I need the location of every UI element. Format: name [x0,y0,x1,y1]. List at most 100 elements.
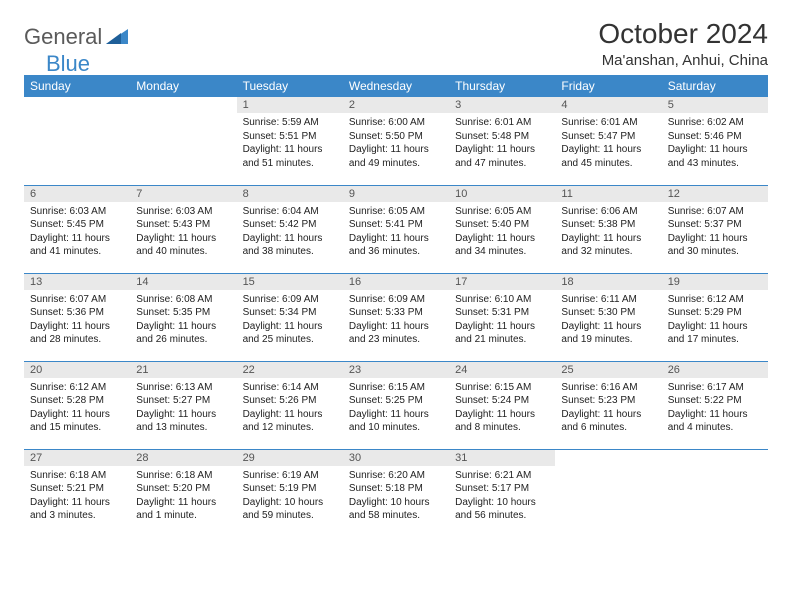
day-line-d2: and 40 minutes. [136,245,230,259]
day-line-ss: Sunset: 5:29 PM [668,306,762,320]
day-line-d2: and 56 minutes. [455,509,549,523]
calendar-day-cell: 14Sunrise: 6:08 AMSunset: 5:35 PMDayligh… [130,273,236,361]
day-detail: Sunrise: 5:59 AMSunset: 5:51 PMDaylight:… [237,113,343,174]
day-line-d2: and 36 minutes. [349,245,443,259]
day-detail: Sunrise: 6:17 AMSunset: 5:22 PMDaylight:… [662,378,768,439]
day-line-d2: and 8 minutes. [455,421,549,435]
calendar-empty-cell [555,449,661,537]
day-line-d1: Daylight: 11 hours [455,232,549,246]
calendar-day-cell: 4Sunrise: 6:01 AMSunset: 5:47 PMDaylight… [555,97,661,185]
day-line-d2: and 4 minutes. [668,421,762,435]
day-line-ss: Sunset: 5:19 PM [243,482,337,496]
calendar-day-cell: 9Sunrise: 6:05 AMSunset: 5:41 PMDaylight… [343,185,449,273]
calendar-week-row: 6Sunrise: 6:03 AMSunset: 5:45 PMDaylight… [24,185,768,273]
day-line-d2: and 51 minutes. [243,157,337,171]
page-header: General October 2024 Ma'anshan, Anhui, C… [24,18,768,69]
day-detail: Sunrise: 6:16 AMSunset: 5:23 PMDaylight:… [555,378,661,439]
day-line-ss: Sunset: 5:26 PM [243,394,337,408]
day-detail: Sunrise: 6:14 AMSunset: 5:26 PMDaylight:… [237,378,343,439]
day-detail: Sunrise: 6:18 AMSunset: 5:21 PMDaylight:… [24,466,130,527]
day-number: 2 [343,97,449,113]
day-number: 8 [237,186,343,202]
day-line-d1: Daylight: 11 hours [243,320,337,334]
day-line-sr: Sunrise: 6:16 AM [561,381,655,395]
weekday-header: Saturday [662,75,768,97]
day-line-ss: Sunset: 5:20 PM [136,482,230,496]
day-line-d2: and 45 minutes. [561,157,655,171]
day-line-sr: Sunrise: 6:21 AM [455,469,549,483]
day-number: 11 [555,186,661,202]
day-number: 17 [449,274,555,290]
day-line-d2: and 21 minutes. [455,333,549,347]
calendar-page: General October 2024 Ma'anshan, Anhui, C… [0,0,792,537]
calendar-day-cell: 12Sunrise: 6:07 AMSunset: 5:37 PMDayligh… [662,185,768,273]
logo-triangle-icon [106,26,128,49]
day-detail: Sunrise: 6:05 AMSunset: 5:40 PMDaylight:… [449,202,555,263]
calendar-day-cell: 28Sunrise: 6:18 AMSunset: 5:20 PMDayligh… [130,449,236,537]
day-detail: Sunrise: 6:04 AMSunset: 5:42 PMDaylight:… [237,202,343,263]
calendar-header-row: SundayMondayTuesdayWednesdayThursdayFrid… [24,75,768,97]
day-detail: Sunrise: 6:03 AMSunset: 5:43 PMDaylight:… [130,202,236,263]
logo-text-general: General [24,24,102,50]
day-line-d1: Daylight: 11 hours [30,232,124,246]
day-line-ss: Sunset: 5:28 PM [30,394,124,408]
day-line-sr: Sunrise: 6:02 AM [668,116,762,130]
calendar-day-cell: 30Sunrise: 6:20 AMSunset: 5:18 PMDayligh… [343,449,449,537]
day-detail: Sunrise: 6:15 AMSunset: 5:25 PMDaylight:… [343,378,449,439]
day-number: 5 [662,97,768,113]
day-detail: Sunrise: 6:07 AMSunset: 5:36 PMDaylight:… [24,290,130,351]
day-line-d1: Daylight: 10 hours [243,496,337,510]
day-number: 15 [237,274,343,290]
day-number: 27 [24,450,130,466]
day-line-sr: Sunrise: 6:15 AM [455,381,549,395]
day-line-sr: Sunrise: 6:05 AM [455,205,549,219]
calendar-day-cell: 27Sunrise: 6:18 AMSunset: 5:21 PMDayligh… [24,449,130,537]
day-line-sr: Sunrise: 6:19 AM [243,469,337,483]
day-number: 1 [237,97,343,113]
day-line-ss: Sunset: 5:51 PM [243,130,337,144]
calendar-day-cell: 18Sunrise: 6:11 AMSunset: 5:30 PMDayligh… [555,273,661,361]
day-number: 10 [449,186,555,202]
day-line-d2: and 43 minutes. [668,157,762,171]
day-detail: Sunrise: 6:12 AMSunset: 5:28 PMDaylight:… [24,378,130,439]
calendar-day-cell: 22Sunrise: 6:14 AMSunset: 5:26 PMDayligh… [237,361,343,449]
month-title: October 2024 [598,18,768,50]
day-line-sr: Sunrise: 6:01 AM [455,116,549,130]
day-line-d1: Daylight: 11 hours [455,320,549,334]
day-line-d1: Daylight: 11 hours [561,408,655,422]
day-line-sr: Sunrise: 6:12 AM [668,293,762,307]
calendar-day-cell: 24Sunrise: 6:15 AMSunset: 5:24 PMDayligh… [449,361,555,449]
day-number: 7 [130,186,236,202]
calendar-table: SundayMondayTuesdayWednesdayThursdayFrid… [24,75,768,537]
calendar-empty-cell [24,97,130,185]
day-line-d1: Daylight: 11 hours [349,408,443,422]
day-line-sr: Sunrise: 6:12 AM [30,381,124,395]
day-line-sr: Sunrise: 6:07 AM [668,205,762,219]
calendar-day-cell: 1Sunrise: 5:59 AMSunset: 5:51 PMDaylight… [237,97,343,185]
calendar-week-row: 1Sunrise: 5:59 AMSunset: 5:51 PMDaylight… [24,97,768,185]
day-detail: Sunrise: 6:08 AMSunset: 5:35 PMDaylight:… [130,290,236,351]
day-line-d2: and 47 minutes. [455,157,549,171]
calendar-day-cell: 3Sunrise: 6:01 AMSunset: 5:48 PMDaylight… [449,97,555,185]
day-line-d2: and 25 minutes. [243,333,337,347]
day-detail: Sunrise: 6:15 AMSunset: 5:24 PMDaylight:… [449,378,555,439]
calendar-week-row: 27Sunrise: 6:18 AMSunset: 5:21 PMDayligh… [24,449,768,537]
weekday-header: Thursday [449,75,555,97]
calendar-day-cell: 21Sunrise: 6:13 AMSunset: 5:27 PMDayligh… [130,361,236,449]
day-line-ss: Sunset: 5:27 PM [136,394,230,408]
day-line-ss: Sunset: 5:47 PM [561,130,655,144]
day-line-d2: and 19 minutes. [561,333,655,347]
day-line-d1: Daylight: 10 hours [455,496,549,510]
day-line-d2: and 32 minutes. [561,245,655,259]
day-detail: Sunrise: 6:05 AMSunset: 5:41 PMDaylight:… [343,202,449,263]
day-detail: Sunrise: 6:03 AMSunset: 5:45 PMDaylight:… [24,202,130,263]
day-line-ss: Sunset: 5:22 PM [668,394,762,408]
calendar-day-cell: 8Sunrise: 6:04 AMSunset: 5:42 PMDaylight… [237,185,343,273]
title-block: October 2024 Ma'anshan, Anhui, China [598,18,768,69]
day-detail: Sunrise: 6:18 AMSunset: 5:20 PMDaylight:… [130,466,236,527]
day-detail: Sunrise: 6:10 AMSunset: 5:31 PMDaylight:… [449,290,555,351]
day-line-ss: Sunset: 5:33 PM [349,306,443,320]
day-line-d1: Daylight: 11 hours [561,320,655,334]
day-line-ss: Sunset: 5:23 PM [561,394,655,408]
day-detail: Sunrise: 6:20 AMSunset: 5:18 PMDaylight:… [343,466,449,527]
